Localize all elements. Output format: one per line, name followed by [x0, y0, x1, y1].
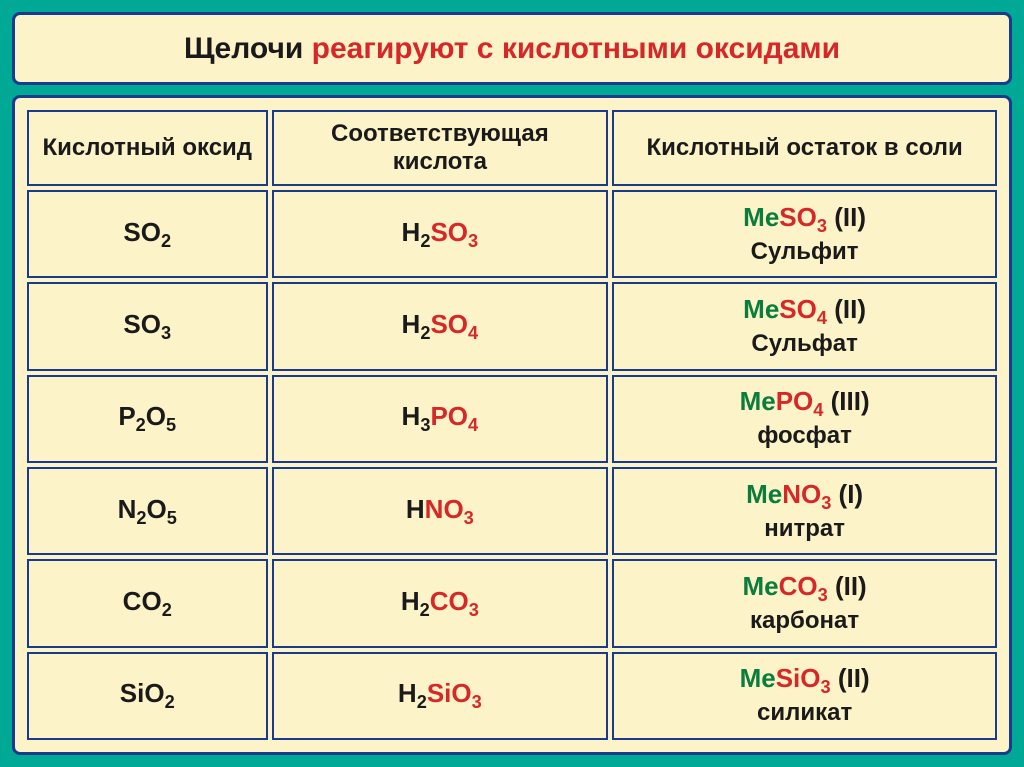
table-row: SO2 H2SO3 MeSO3 (II)Сульфит [27, 190, 997, 278]
table-box: Кислотный оксид Соответствующая кислота … [12, 95, 1012, 755]
header-salt: Кислотный остаток в соли [612, 110, 997, 186]
salt-cell: MePO4 (III)фосфат [612, 375, 997, 463]
header-acid: Соответствующая кислота [272, 110, 609, 186]
acid-cell: H2SO4 [272, 282, 609, 370]
table-row: N2O5 HNO3 MeNO3 (I)нитрат [27, 467, 997, 555]
table-body: SO2 H2SO3 MeSO3 (II)Сульфит SO3 H2SO4 Me… [27, 190, 997, 740]
oxide-cell: CO2 [27, 559, 268, 647]
salt-cell: MeCO3 (II)карбонат [612, 559, 997, 647]
salt-cell: MeNO3 (I)нитрат [612, 467, 997, 555]
title-box: Щелочи реагируют с кислотными оксидами [12, 12, 1012, 85]
title-part1: Щелочи [184, 32, 312, 65]
table-row: SiO2 H2SiO3 MeSiO3 (II)силикат [27, 652, 997, 740]
oxide-cell: SO2 [27, 190, 268, 278]
acid-cell: HNO3 [272, 467, 609, 555]
header-oxide: Кислотный оксид [27, 110, 268, 186]
acid-cell: H2SiO3 [272, 652, 609, 740]
table-row: SO3 H2SO4 MeSO4 (II)Сульфат [27, 282, 997, 370]
salt-cell: MeSO3 (II)Сульфит [612, 190, 997, 278]
acid-cell: H2CO3 [272, 559, 609, 647]
table-row: P2O5 H3PO4 MePO4 (III)фосфат [27, 375, 997, 463]
acid-cell: H3PO4 [272, 375, 609, 463]
table-row: CO2 H2CO3 MeCO3 (II)карбонат [27, 559, 997, 647]
oxide-cell: P2O5 [27, 375, 268, 463]
oxide-cell: SiO2 [27, 652, 268, 740]
main-container: Щелочи реагируют с кислотными оксидами К… [12, 12, 1012, 755]
oxide-cell: N2O5 [27, 467, 268, 555]
title-part2: реагируют с кислотными оксидами [312, 32, 840, 65]
header-row: Кислотный оксид Соответствующая кислота … [27, 110, 997, 186]
salt-cell: MeSO4 (II)Сульфат [612, 282, 997, 370]
acid-cell: H2SO3 [272, 190, 609, 278]
salt-cell: MeSiO3 (II)силикат [612, 652, 997, 740]
chemistry-table: Кислотный оксид Соответствующая кислота … [23, 106, 1001, 744]
oxide-cell: SO3 [27, 282, 268, 370]
